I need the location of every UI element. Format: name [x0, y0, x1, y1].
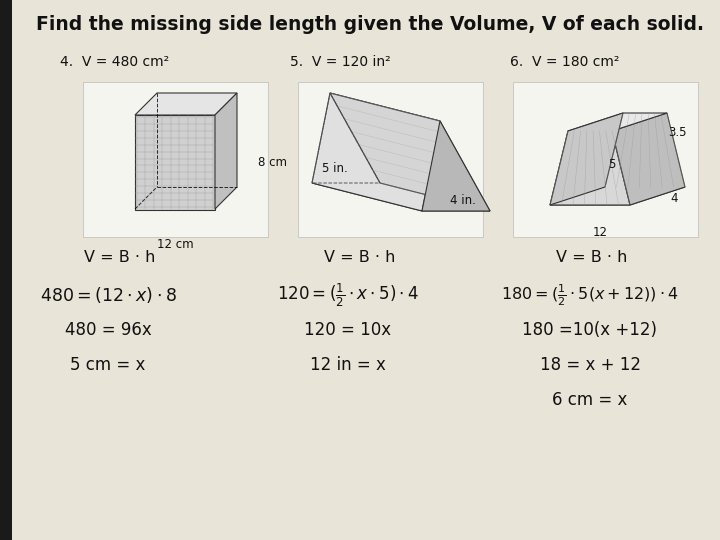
Text: 12 cm: 12 cm [157, 238, 193, 251]
Text: V = B · h: V = B · h [324, 251, 396, 266]
Text: 3.5: 3.5 [668, 126, 686, 139]
Text: 12: 12 [593, 226, 608, 239]
Text: 5 in.: 5 in. [322, 161, 348, 174]
Text: 5 cm = x: 5 cm = x [71, 356, 145, 374]
Polygon shape [550, 187, 685, 205]
Text: 8 cm: 8 cm [258, 156, 287, 168]
Polygon shape [612, 113, 685, 205]
Text: 4: 4 [670, 192, 678, 205]
Text: $120 = (\frac{1}{2} \cdot x \cdot 5) \cdot 4$: $120 = (\frac{1}{2} \cdot x \cdot 5) \cd… [277, 281, 419, 309]
Text: 480 = 96x: 480 = 96x [65, 321, 151, 339]
Bar [513, 82, 698, 237]
Bar [135, 115, 215, 210]
Bar [298, 82, 483, 237]
Polygon shape [568, 113, 667, 131]
Bar [0, 0, 12, 540]
Text: 4.  V = 480 cm²: 4. V = 480 cm² [60, 55, 169, 69]
Text: 120 = 10x: 120 = 10x [305, 321, 392, 339]
Text: 6.  V = 180 cm²: 6. V = 180 cm² [510, 55, 619, 69]
Text: 4 in.: 4 in. [450, 193, 476, 206]
Polygon shape [550, 113, 623, 205]
Polygon shape [422, 121, 490, 211]
Text: 5.  V = 120 in²: 5. V = 120 in² [290, 55, 391, 69]
Polygon shape [550, 131, 630, 205]
Polygon shape [312, 183, 490, 211]
Text: V = B · h: V = B · h [557, 251, 628, 266]
Polygon shape [330, 93, 490, 211]
Bar [83, 82, 268, 237]
Text: 5: 5 [608, 159, 616, 172]
Text: $480 = (12 \cdot x) \cdot 8$: $480 = (12 \cdot x) \cdot 8$ [40, 285, 176, 305]
Text: 18 = x + 12: 18 = x + 12 [539, 356, 641, 374]
Polygon shape [215, 93, 237, 209]
Text: V = B · h: V = B · h [84, 251, 156, 266]
Polygon shape [135, 93, 237, 115]
Text: 180 =10(x +12): 180 =10(x +12) [523, 321, 657, 339]
Text: Find the missing side length given the Volume, V of each solid.: Find the missing side length given the V… [36, 15, 704, 33]
Polygon shape [312, 93, 440, 211]
Text: 6 cm = x: 6 cm = x [552, 391, 628, 409]
Text: 12 in = x: 12 in = x [310, 356, 386, 374]
Text: $180 = (\frac{1}{2} \cdot 5(x + 12)) \cdot 4$: $180 = (\frac{1}{2} \cdot 5(x + 12)) \cd… [501, 282, 679, 308]
